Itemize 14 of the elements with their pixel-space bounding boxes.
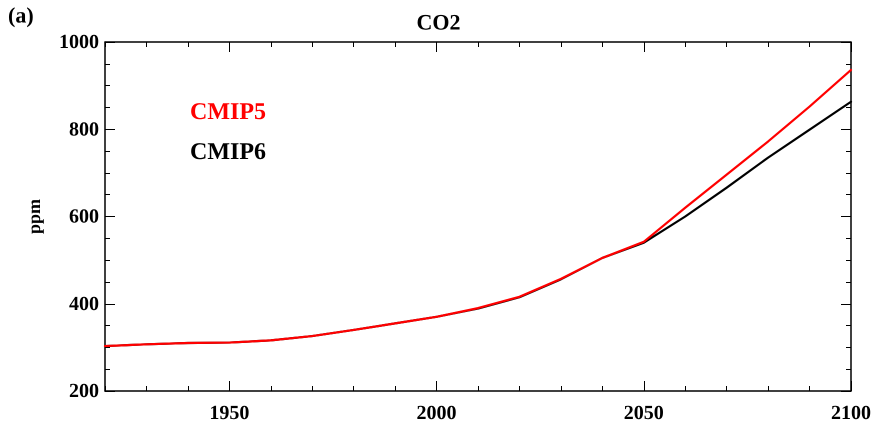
- y-tick-label: 400: [69, 292, 99, 315]
- x-tick-label: 2050: [624, 402, 664, 424]
- chart-title: CO2: [416, 10, 460, 34]
- x-tick-label: 2000: [416, 402, 457, 424]
- y-tick-label: 600: [69, 206, 99, 228]
- y-tick-label: 800: [69, 118, 99, 140]
- text: (a): [8, 2, 34, 28]
- y-tick-label: 1000: [59, 31, 99, 53]
- x-tick-label: 1950: [209, 402, 250, 424]
- x-tick-label: 2100: [831, 402, 871, 424]
- text: CMIP6: [190, 139, 266, 165]
- y-tick-label: 200: [69, 380, 99, 402]
- text: CMIP5: [190, 99, 266, 125]
- y-axis-title: ppm: [24, 198, 44, 234]
